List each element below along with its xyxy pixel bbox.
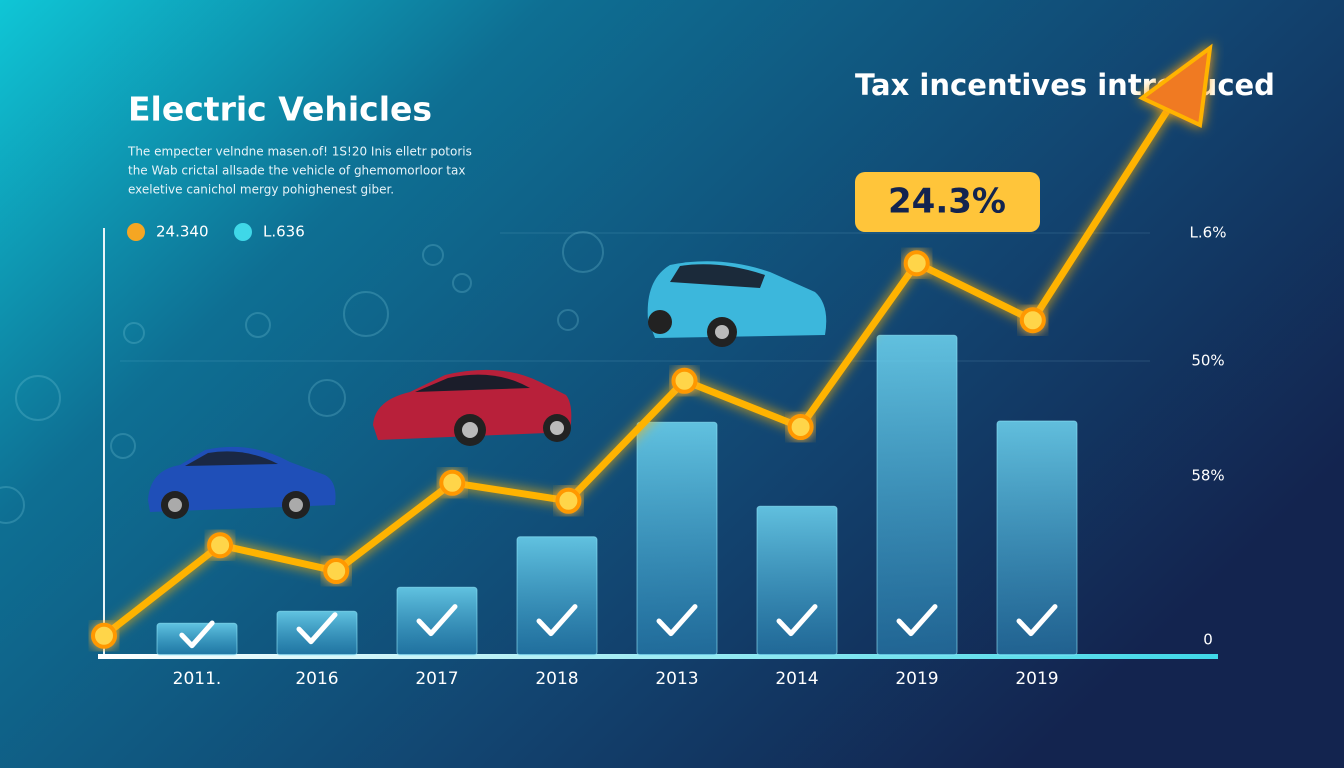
badge: 24.3%: [888, 182, 1006, 222]
check-icon: [536, 604, 578, 637]
trend-arrow-shaft: [1029, 68, 1196, 324]
x-tick-label: 2014: [775, 669, 818, 689]
trend-point: [91, 622, 117, 649]
axis-label: 58%: [1191, 467, 1224, 485]
x-axis: [98, 654, 1218, 659]
coin-decor: [0, 231, 604, 524]
bar: [876, 334, 958, 656]
x-tick-label: 2013: [655, 669, 698, 689]
check-icon: [179, 620, 215, 649]
x-tick-label: 2017: [415, 669, 458, 689]
badge-box: [855, 172, 1040, 232]
car-blue: [148, 446, 336, 519]
trend-point: [207, 532, 234, 559]
car-cyan: [647, 261, 827, 347]
bar: [396, 586, 478, 656]
trend-point: [1019, 307, 1046, 334]
bar: [996, 420, 1078, 656]
check-icon: [296, 612, 338, 645]
legend-dot: [234, 223, 252, 241]
bar: [636, 421, 718, 656]
legend-label: 24.340: [156, 223, 209, 241]
trend-point: [671, 367, 698, 394]
legend: 24.340 L.636: [127, 223, 305, 241]
bar: [756, 505, 838, 656]
description-line: the Wab crictal allsade the vehicle of g…: [128, 164, 465, 178]
legend-dot: [127, 223, 145, 241]
plot: [91, 43, 1213, 656]
description-line: exeletive canichol mergy pohighenest gib…: [128, 183, 394, 197]
axis-label: 50%: [1191, 352, 1224, 370]
legend-label: L.636: [263, 223, 305, 241]
trend-point: [787, 414, 814, 440]
x-tick-label: 2016: [295, 669, 338, 689]
faint-grid: [120, 232, 1150, 362]
check-icon: [656, 604, 698, 637]
annotation: Tax incentives introduced: [855, 68, 1275, 102]
trend-point: [323, 558, 350, 584]
chart-title: Electric Vehicles: [128, 90, 432, 129]
check-icon: [1016, 604, 1058, 637]
x-tick-label: 2019: [895, 669, 938, 689]
trend-arrow-head: [1138, 43, 1213, 128]
trend-point: [903, 250, 930, 277]
description: The empecter velndne masen.of! 1S!20 Ini…: [127, 145, 472, 197]
axis-label: 0: [1203, 631, 1213, 649]
check-icon: [776, 604, 818, 637]
x-tick-label: 2011.: [173, 669, 222, 689]
car-red: [373, 369, 572, 446]
trend-point: [555, 487, 582, 514]
x-tick-label: 2019: [1015, 669, 1058, 689]
check-icon: [416, 604, 458, 637]
x-tick-label: 2018: [535, 669, 578, 689]
bar: [516, 536, 598, 656]
check-icon: [896, 604, 938, 637]
description-line: The empecter velndne masen.of! 1S!20 Ini…: [127, 145, 472, 159]
axis-label: L.6%: [1190, 224, 1227, 242]
trend-point: [439, 469, 466, 496]
